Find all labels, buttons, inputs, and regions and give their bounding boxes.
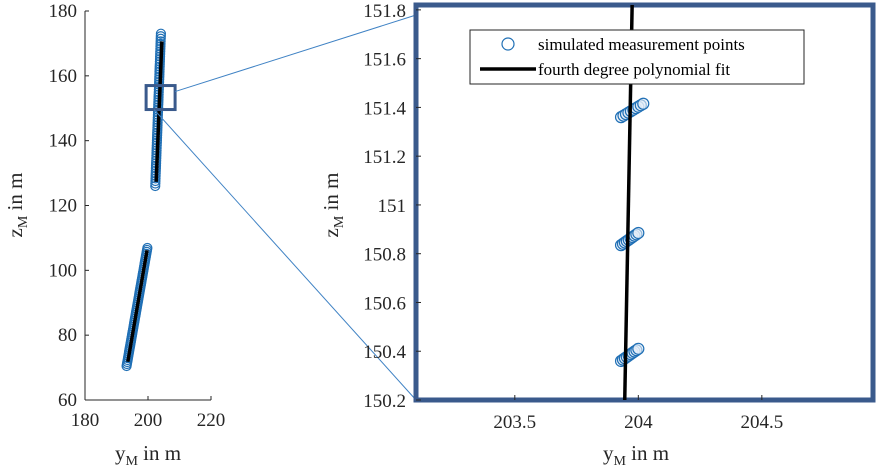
zoom-y-axis-label: zM in m — [319, 173, 347, 238]
zoom-y-tick-label: 151.8 — [363, 1, 406, 22]
overview-x-axis-label: yM in m — [115, 441, 181, 469]
zoom-data-point — [637, 97, 650, 110]
zoom-y-tick-label: 150.8 — [363, 245, 406, 266]
legend-markers-label: simulated measurement points — [538, 35, 745, 54]
zoom-y-tick-label: 151 — [378, 196, 407, 217]
overview-y-tick-label: 100 — [49, 260, 78, 281]
overview-fit-line — [126, 249, 149, 363]
overview-x-tick-label: 180 — [71, 410, 100, 431]
zoom-data-point — [632, 226, 645, 240]
zoom-data-point — [632, 342, 645, 355]
overview-fit-line — [154, 41, 164, 182]
overview-x-tick-label: 220 — [197, 410, 226, 431]
zoom-y-tick-label: 151.6 — [363, 50, 406, 71]
overview-y-tick-label: 120 — [49, 196, 78, 217]
zoom-y-tick-label: 150.4 — [363, 342, 406, 363]
zoom-connector-bottom — [153, 109, 417, 401]
zoom-connectors — [153, 14, 417, 401]
zoom-x-tick-label: 203.5 — [493, 412, 536, 433]
overview-x-tick-label: 200 — [134, 410, 163, 431]
zoom-y-tick-label: 150.6 — [363, 293, 406, 314]
zoom-y-tick-label: 151.2 — [363, 147, 406, 168]
overview-data-point — [155, 28, 167, 39]
overview-zoom-rectangle — [144, 84, 177, 112]
legend-marker-symbol — [501, 37, 515, 51]
legend: simulated measurement points fourth degr… — [469, 29, 805, 85]
overview-y-tick-label: 140 — [49, 131, 78, 152]
overview-y-tick-label: 80 — [58, 325, 77, 346]
zoom-connector-top — [174, 14, 417, 93]
overview-y-tick-label: 180 — [49, 1, 78, 22]
legend-box — [469, 29, 805, 85]
zoom-x-tick-label: 204 — [624, 412, 653, 433]
overview-axes: 60 80 100 120 140 160 180 180 200 220 yM in m zM in… — [3, 1, 225, 469]
overview-y-tick-label: 60 — [58, 390, 77, 411]
overview-y-axis-label: zM in m — [3, 173, 31, 238]
legend-line-label: fourth degree polynomial fit — [538, 60, 730, 79]
zoom-x-tick-label: 204.5 — [740, 412, 783, 433]
zoom-y-tick-label: 150.2 — [363, 391, 406, 412]
zoom-y-tick-label: 151.4 — [363, 98, 406, 119]
zoom-x-axis-label: yM in m — [603, 441, 669, 469]
overview-y-tick-label: 160 — [49, 66, 78, 87]
